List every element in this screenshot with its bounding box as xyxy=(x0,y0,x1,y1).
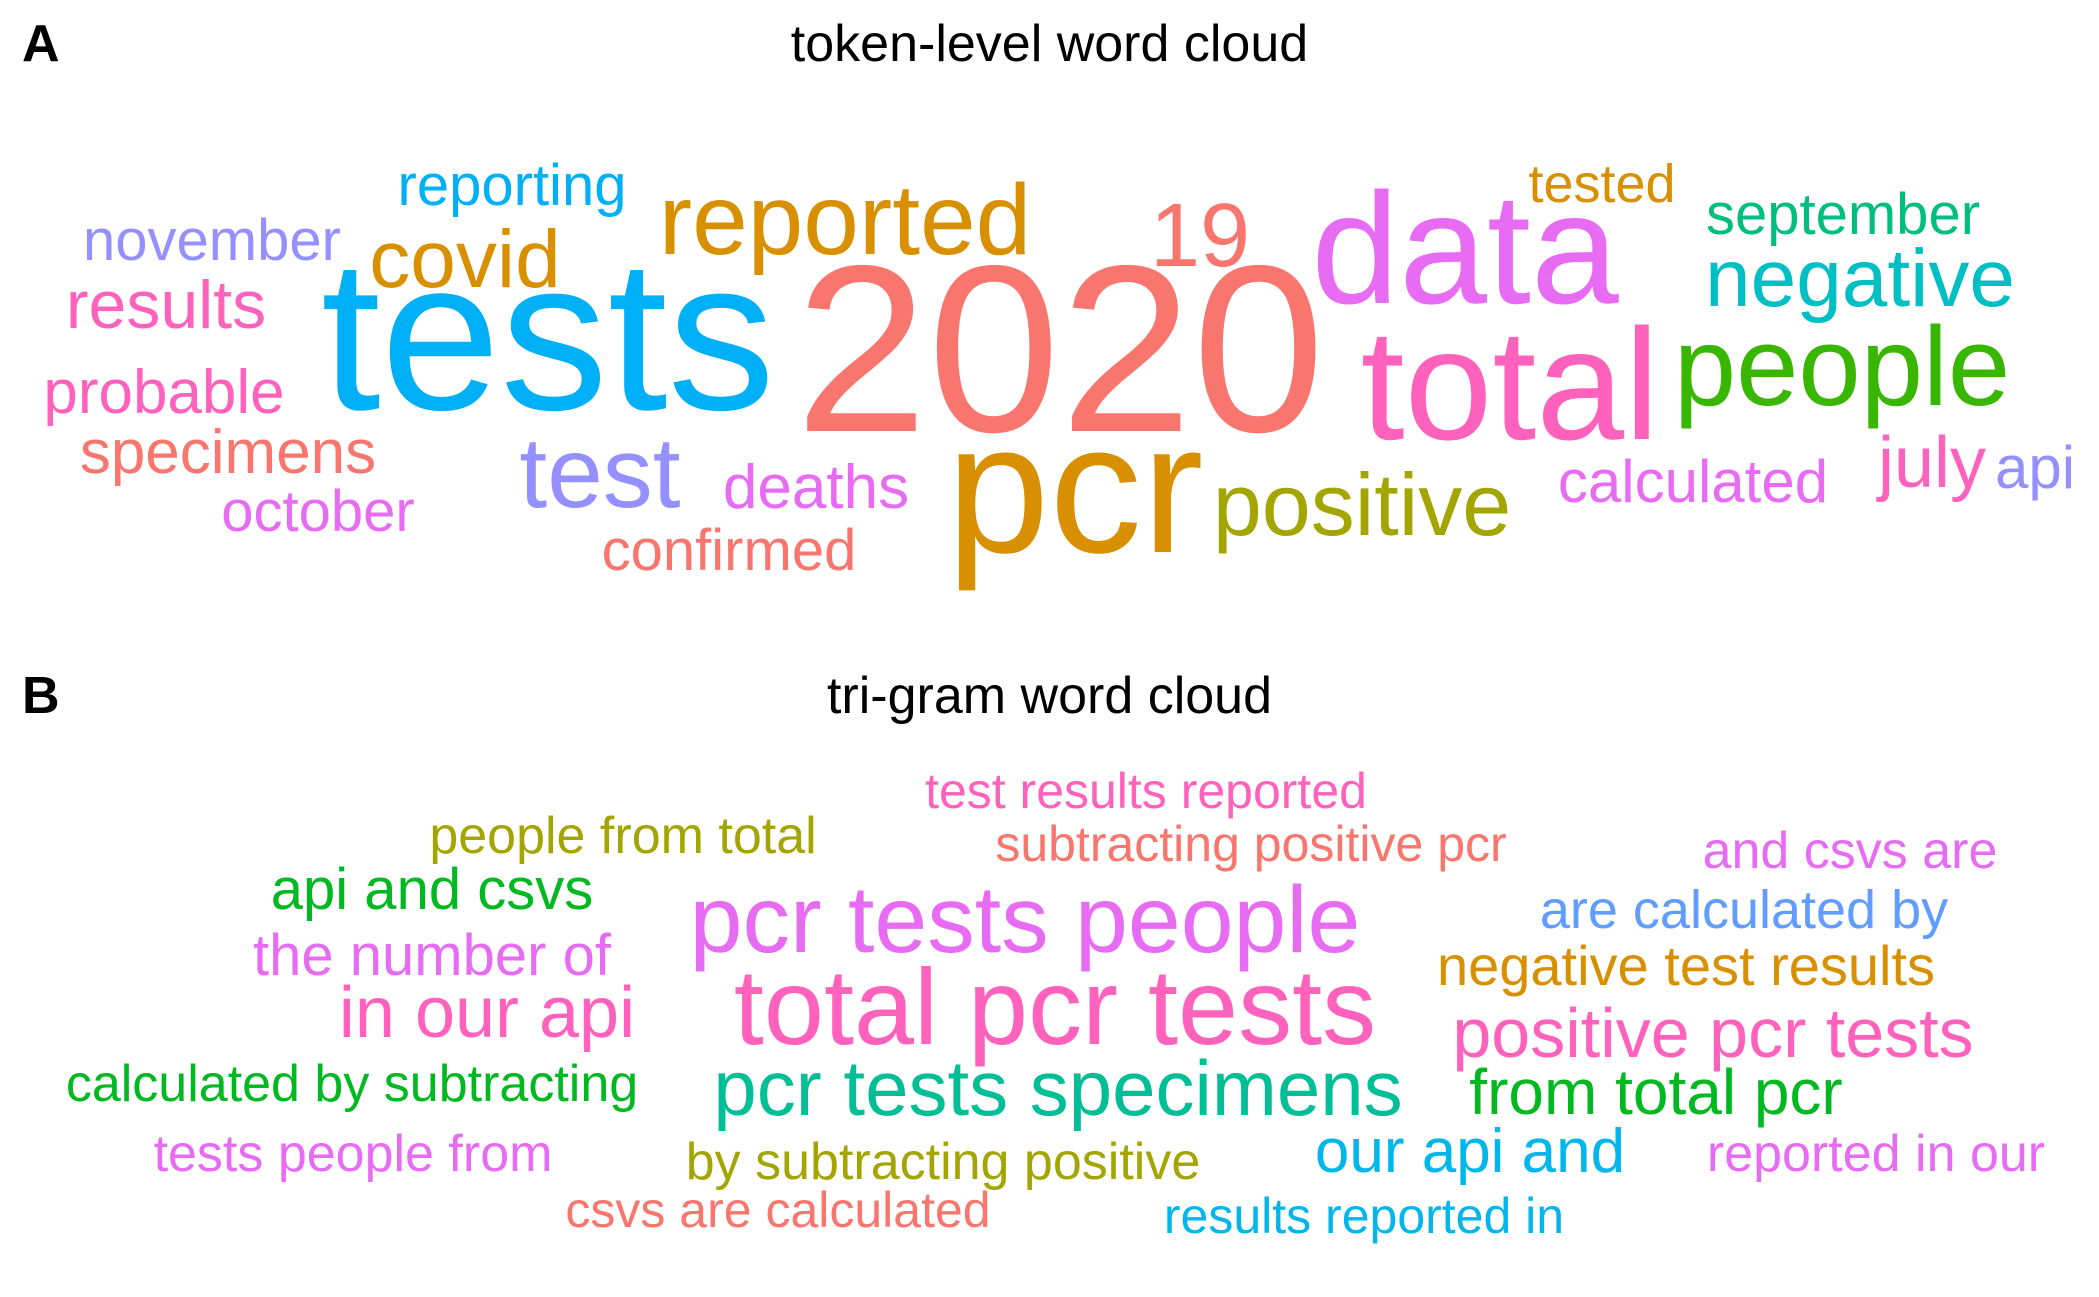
word-october: october xyxy=(221,478,415,544)
word-pcr-tests-specimens: pcr tests specimens xyxy=(713,1043,1403,1132)
word-api: api xyxy=(1994,434,2076,501)
word-2020: 2020 xyxy=(795,216,1325,482)
word-pcr-tests-people: pcr tests people xyxy=(689,866,1361,973)
word-reported: reported xyxy=(658,164,1032,276)
word-in-our-api: in our api xyxy=(338,973,636,1054)
word-november: november xyxy=(83,207,341,273)
word-are-calculated-by: are calculated by xyxy=(1539,880,1949,941)
word-and-csvs-are: and csvs are xyxy=(1702,822,1998,881)
word-total: total xyxy=(1360,296,1660,473)
word-by-subtracting-positive: by subtracting positive xyxy=(685,1133,1201,1192)
word-results-reported-in: results reported in xyxy=(1163,1188,1565,1244)
word-total-pcr-tests: total pcr tests xyxy=(733,945,1377,1067)
word-tests: tests xyxy=(320,213,776,455)
word-people: people xyxy=(1673,304,2011,430)
panel-title: token-level word cloud xyxy=(790,15,1309,73)
word-csvs-are-calculated: csvs are calculated xyxy=(565,1182,991,1238)
word-data: data xyxy=(1311,160,1619,337)
word-positive: positive xyxy=(1212,454,1512,554)
word-tested: tested xyxy=(1528,154,1676,215)
word-results: results xyxy=(65,266,267,343)
panel-b: B tri-gram word cloud total pcr tests pcr… xyxy=(0,650,2099,1297)
word-reporting: reporting xyxy=(397,152,627,218)
word-test-results-reported: test results reported xyxy=(925,763,1367,819)
word-19: 19 xyxy=(1149,186,1251,286)
word-negative-test-results: negative test results xyxy=(1436,933,1936,997)
word-september: september xyxy=(1705,181,1981,247)
word-probable: probable xyxy=(43,358,285,428)
word-calculated: calculated xyxy=(1557,448,1829,515)
word-calculated-by-subtracting: calculated by subtracting xyxy=(65,1055,639,1114)
word-test: test xyxy=(519,417,681,529)
word-negative: negative xyxy=(1704,233,2016,325)
word-specimens: specimens xyxy=(79,418,377,488)
word-api-and-csvs: api and csvs xyxy=(270,856,594,922)
word-positive-pcr-tests: positive pcr tests xyxy=(1452,994,1974,1072)
panel-title: tri-gram word cloud xyxy=(826,667,1273,725)
panel-a: A token-level word cloud 2020 tests data to… xyxy=(22,15,2076,592)
panel-letter: A xyxy=(22,15,60,73)
word-deaths: deaths xyxy=(722,453,910,523)
word-subtracting-positive-pcr: subtracting positive pcr xyxy=(995,816,1507,872)
word-july: july xyxy=(1877,423,1987,504)
word-from-total-pcr: from total pcr xyxy=(1469,1056,1843,1129)
word-the-number-of: the number of xyxy=(253,922,611,988)
word-pcr: pcr xyxy=(946,385,1204,592)
panel-letter: B xyxy=(22,667,60,725)
word-confirmed: confirmed xyxy=(601,517,857,583)
word-reported-in-our: reported in our xyxy=(1706,1125,2046,1184)
word-cloud: total pcr tests pcr tests people pcr tests… xyxy=(0,650,2099,1297)
word-covid: covid xyxy=(369,214,561,306)
word-tests-people-from: tests people from xyxy=(153,1125,553,1184)
word-our-api-and: our api and xyxy=(1314,1117,1626,1187)
word-cloud: 2020 tests data total pcr people reported test p… xyxy=(43,152,2076,592)
word-people-from-total: people from total xyxy=(429,807,817,866)
